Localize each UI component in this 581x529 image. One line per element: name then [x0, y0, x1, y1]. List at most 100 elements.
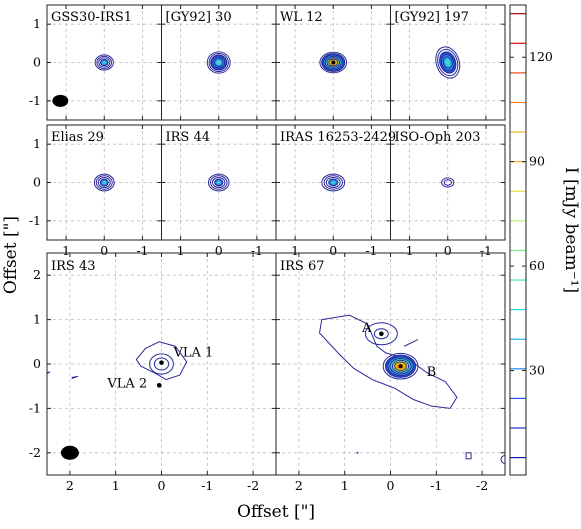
source-marker — [156, 383, 162, 388]
colorbar-tick-label: 60 — [529, 258, 545, 273]
contour — [212, 56, 226, 69]
contour — [153, 357, 170, 371]
contour — [324, 55, 342, 70]
panel-elias-29 — [47, 125, 162, 240]
contour — [465, 452, 472, 460]
x-tick-label: -1 — [251, 243, 263, 258]
y-tick-label: 1 — [33, 312, 41, 327]
contour — [394, 361, 407, 371]
y-tick-label: -1 — [29, 93, 41, 108]
contour — [98, 57, 111, 68]
panel-iso-oph-203 — [390, 125, 505, 240]
contour — [323, 175, 343, 190]
contour — [100, 58, 109, 67]
contour — [373, 328, 389, 340]
contour — [321, 173, 346, 192]
colorbar-tick-label: 30 — [529, 363, 545, 378]
contour — [321, 53, 346, 72]
panel-wl-12 — [276, 5, 391, 120]
y-tick-label: 0 — [33, 356, 41, 371]
beam-ellipse — [60, 445, 79, 460]
y-tick-label: -1 — [29, 400, 41, 415]
panel-iras-16253-2429 — [276, 125, 391, 240]
source-marker — [379, 331, 384, 337]
contour — [437, 48, 459, 77]
marker-label: VLA 2 — [106, 376, 147, 391]
panel-title: Elias 29 — [51, 130, 104, 145]
x-tick-label: -1 — [430, 478, 442, 493]
emission-core — [214, 179, 223, 186]
contour — [328, 178, 339, 187]
x-tick-label: -1 — [480, 243, 492, 258]
panel-title: WL 12 — [280, 10, 323, 25]
contour — [364, 322, 398, 346]
contour — [443, 179, 452, 186]
emission-core — [328, 178, 339, 187]
contour — [319, 51, 348, 74]
panel--gy92-197 — [390, 5, 505, 120]
x-tick-label: 1 — [291, 243, 299, 258]
contour — [389, 358, 412, 375]
panel-title: GSS30-IRS1 — [51, 10, 132, 25]
x-axis-label: Offset ["] — [237, 502, 315, 522]
contour — [149, 353, 174, 375]
contour — [391, 359, 410, 373]
x-tick-label: 0 — [158, 478, 166, 493]
x-tick-label: -1 — [136, 243, 148, 258]
x-tick-label: 1 — [406, 243, 414, 258]
contour — [326, 57, 340, 68]
contour — [500, 454, 505, 464]
contour — [47, 371, 51, 374]
x-tick-label: 0 — [444, 243, 452, 258]
y-tick-label: 2 — [33, 267, 41, 282]
marker-label: VLA 1 — [173, 346, 214, 361]
panel-irs-44 — [161, 125, 276, 240]
contour — [214, 178, 224, 187]
panel-title: [GY92] 30 — [166, 10, 232, 25]
panel-title: [GY92] 197 — [395, 10, 469, 25]
contour — [384, 354, 417, 378]
y-tick-label: -2 — [29, 445, 41, 460]
x-tick-label: 0 — [329, 243, 337, 258]
panel-irs-67: AB — [276, 253, 505, 475]
emission-core — [100, 59, 109, 66]
x-tick-label: 0 — [387, 478, 395, 493]
y-tick-label: 1 — [33, 16, 41, 31]
x-tick-label: 0 — [215, 243, 223, 258]
envelope-contour — [318, 314, 458, 409]
panel-title: IRAS 16253-2429 — [280, 130, 396, 145]
source-marker — [159, 360, 164, 365]
contour — [441, 177, 455, 188]
contour — [356, 451, 359, 454]
contour — [214, 58, 224, 67]
x-tick-label: -1 — [201, 478, 213, 493]
contour — [439, 51, 457, 74]
y-tick-label: 0 — [33, 55, 41, 70]
x-tick-label: 1 — [341, 478, 349, 493]
beam-ellipse — [52, 94, 69, 107]
x-tick-label: -1 — [365, 243, 377, 258]
x-tick-label: 1 — [112, 478, 120, 493]
marker-label: B — [427, 365, 437, 380]
contour — [210, 54, 228, 71]
y-tick-label: -1 — [29, 213, 41, 228]
contour — [212, 176, 226, 189]
x-tick-label: -2 — [476, 478, 488, 493]
panel-title: ISO-Oph 203 — [395, 130, 481, 145]
peak-marker — [398, 364, 403, 369]
contour — [97, 176, 111, 189]
x-tick-label: 1 — [62, 243, 70, 258]
x-tick-label: 0 — [100, 243, 108, 258]
panel-title: IRS 67 — [280, 259, 325, 274]
contour — [322, 54, 344, 71]
contour — [71, 375, 79, 380]
contour — [99, 178, 109, 187]
contour — [94, 54, 114, 71]
colorbar-frame — [509, 4, 527, 476]
x-tick-label: 2 — [295, 478, 303, 493]
colorbar-tick-label: 90 — [529, 154, 545, 169]
contour — [206, 51, 231, 74]
contour — [328, 58, 339, 67]
x-tick-label: -2 — [247, 478, 259, 493]
